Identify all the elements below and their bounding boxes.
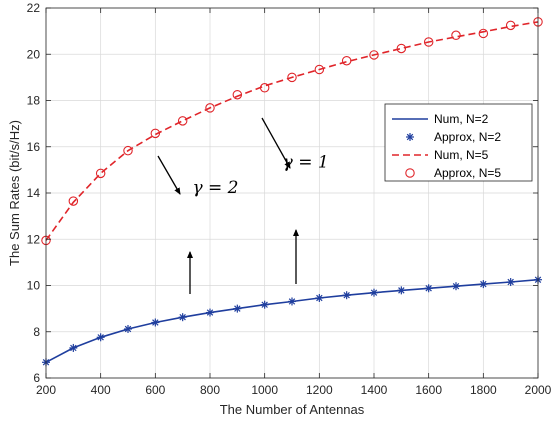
data-point-asterisk xyxy=(506,278,515,287)
data-point-asterisk xyxy=(96,333,105,342)
y-tick-label: 20 xyxy=(27,47,41,61)
asterisk-stroke xyxy=(288,298,296,305)
data-point-asterisk xyxy=(452,282,460,291)
data-point-circle xyxy=(505,20,516,31)
data-point-asterisk xyxy=(397,286,406,295)
data-point-asterisk xyxy=(315,293,324,302)
y-tick-label: 12 xyxy=(27,232,41,246)
x-tick-label: 1200 xyxy=(306,383,333,397)
x-tick-label: 800 xyxy=(200,383,220,397)
y-tick-label: 6 xyxy=(33,371,40,385)
legend-item-4: Approx, N=5 xyxy=(405,166,501,180)
data-point-asterisk xyxy=(424,284,433,293)
legend: Num, N=2 Approx, N=2 Num, N=5 Approx, N=5 xyxy=(384,103,533,182)
data-point-circle xyxy=(451,30,461,41)
legend-label: Approx, N=5 xyxy=(434,166,501,180)
x-tick-label: 600 xyxy=(145,383,165,397)
series-3 xyxy=(45,21,539,241)
asterisk-stroke xyxy=(343,291,350,299)
data-point-circle xyxy=(423,37,434,47)
x-tick-label: 1600 xyxy=(415,383,442,397)
asterisk-stroke xyxy=(97,334,104,341)
legend-item-1: Num, N=2 xyxy=(392,112,489,126)
asterisk-stroke xyxy=(70,344,77,352)
ticks: 200 400 600 800 1000 1200 1400 1600 1800 2000 6 8 10… xyxy=(27,1,552,397)
data-point-circle xyxy=(396,43,407,54)
data-point-circle xyxy=(314,64,325,75)
asterisk-stroke xyxy=(480,280,487,288)
asterisk-stroke xyxy=(124,325,132,333)
legend-marker-circle xyxy=(405,168,415,178)
annotation-gamma-1: γ = 2 xyxy=(192,178,238,198)
data-point-asterisk xyxy=(233,304,242,313)
data-point-asterisk xyxy=(124,324,132,333)
data-point-asterisk xyxy=(69,343,78,352)
legend-label: Num, N=5 xyxy=(434,148,489,162)
legend-marker-asterisk xyxy=(406,133,414,141)
asterisk-stroke xyxy=(152,319,159,326)
data-point-circle xyxy=(341,55,352,66)
annotation-gamma-2: γ = 1 xyxy=(283,153,329,173)
annotation-arrow xyxy=(157,155,181,195)
data-point-asterisk xyxy=(260,300,269,309)
y-tick-label: 14 xyxy=(27,186,41,200)
data-point-circle xyxy=(478,28,489,39)
x-tick-label: 400 xyxy=(91,383,111,397)
legend-label: Approx, N=2 xyxy=(434,130,501,144)
annotations: γ = 2 γ = 1 xyxy=(157,117,329,294)
y-tick-label: 22 xyxy=(27,1,41,15)
y-tick-label: 18 xyxy=(27,94,41,108)
data-point-asterisk xyxy=(151,318,160,327)
x-tick-label: 2000 xyxy=(525,383,552,397)
series-layer xyxy=(41,17,543,367)
legend-box xyxy=(384,103,533,182)
x-tick-label: 1800 xyxy=(470,383,497,397)
data-point-circle xyxy=(68,196,79,206)
x-tick-label: 1400 xyxy=(361,383,388,397)
asterisk-stroke xyxy=(206,309,214,316)
annotation-arrow xyxy=(261,117,291,169)
asterisk-stroke xyxy=(425,285,432,292)
data-point-circle xyxy=(259,83,270,93)
asterisk-stroke xyxy=(234,305,241,312)
asterisk-stroke xyxy=(452,282,460,290)
series-4 xyxy=(41,17,543,246)
data-point-circle xyxy=(150,128,161,139)
data-point-circle xyxy=(123,145,133,156)
data-point-asterisk xyxy=(288,297,296,306)
asterisk-stroke xyxy=(179,313,186,321)
series-2 xyxy=(42,275,542,367)
asterisk-stroke xyxy=(316,294,323,302)
asterisk-stroke xyxy=(398,287,405,294)
data-point-circle xyxy=(95,168,106,179)
y-tick-label: 10 xyxy=(27,279,41,293)
asterisk-stroke xyxy=(370,289,378,296)
data-point-circle xyxy=(232,89,243,100)
data-point-asterisk xyxy=(370,288,378,297)
y-tick-label: 8 xyxy=(33,325,40,339)
data-point-circle xyxy=(205,103,215,113)
x-axis-label: The Number of Antennas xyxy=(220,402,365,417)
y-axis-label: The Sum Rates (bit/s/Hz) xyxy=(7,120,22,266)
legend-label: Num, N=2 xyxy=(434,112,489,126)
y-tick-label: 16 xyxy=(27,140,41,154)
data-point-asterisk xyxy=(178,313,187,322)
asterisk-stroke xyxy=(261,301,268,308)
series-line xyxy=(45,21,539,241)
asterisk-stroke xyxy=(406,133,414,141)
data-point-asterisk xyxy=(206,308,214,317)
legend-item-2: Approx, N=2 xyxy=(406,130,501,144)
x-tick-label: 200 xyxy=(36,383,56,397)
data-point-asterisk xyxy=(479,280,488,289)
data-point-circle xyxy=(369,50,379,60)
x-tick-label: 1000 xyxy=(251,383,278,397)
data-point-circle xyxy=(177,116,188,126)
data-point-asterisk xyxy=(342,291,351,300)
asterisk-stroke xyxy=(507,278,514,286)
legend-item-3: Num, N=5 xyxy=(392,148,489,162)
data-point-circle xyxy=(287,72,297,83)
